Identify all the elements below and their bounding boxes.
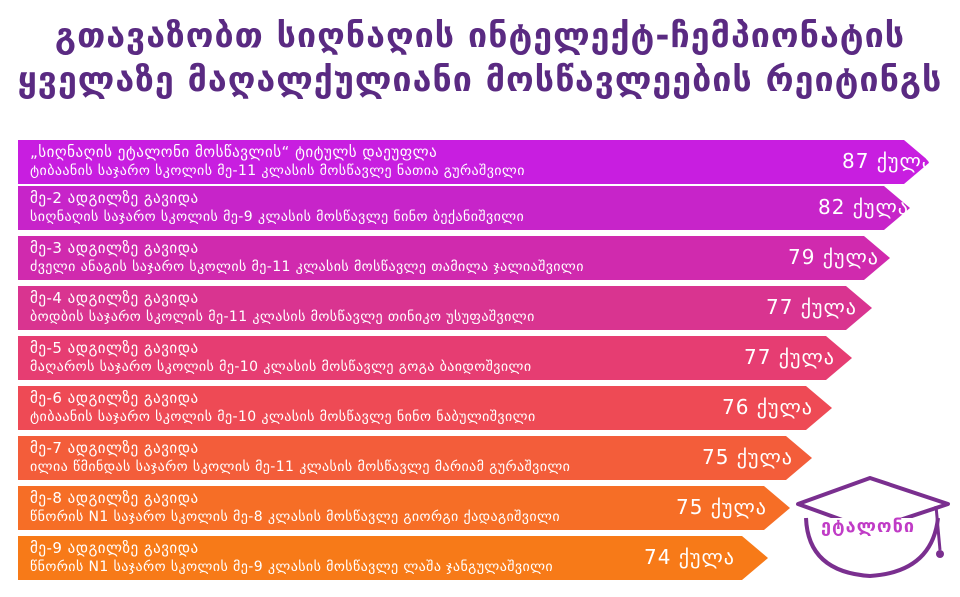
page-title: გთავაზობთ სიღნაღის ინტელექტ-ჩემპიონატის … <box>0 14 960 102</box>
ranking-band <box>18 140 904 184</box>
ranking-student: ბოდბის საჯარო სკოლის მე-11 კლასის მოსწავ… <box>30 309 535 325</box>
ranking-points: 76 ქულა <box>722 395 813 419</box>
ranking-student: სიღნაღის საჯარო სკოლის მე-9 კლასის მოსწა… <box>30 209 525 225</box>
ranking-student: წნორის N1 საჯარო სკოლის მე-9 კლასის მოსწ… <box>30 559 554 575</box>
ranking-place: მე-4 ადგილზე გავიდა <box>30 289 199 307</box>
arrow-tip <box>904 140 930 184</box>
ranking-place: მე-3 ადგილზე გავიდა <box>30 239 199 257</box>
ranking-points: 74 ქულა <box>644 545 735 569</box>
ranking-points: 77 ქულა <box>766 295 857 319</box>
logo-text: ეტალონი <box>821 516 915 537</box>
ranking-points: 75 ქულა <box>676 495 767 519</box>
ranking-place: „სიღნაღის ეტალონი მოსწავლის“ ტიტულს დაეუ… <box>30 143 438 161</box>
ranking-band <box>18 386 806 430</box>
ranking-student: წნორის N1 საჯარო სკოლის მე-8 კლასის მოსწ… <box>30 509 560 525</box>
ranking-points: 87 ქულა <box>842 149 933 173</box>
ranking-band <box>18 186 884 230</box>
ranking-student: მაღაროს საჯარო სკოლის მე-10 კლასის მოსწა… <box>30 359 532 375</box>
ranking-points: 82 ქულა <box>818 195 909 219</box>
ranking-band <box>18 236 864 280</box>
arrow-tip <box>884 186 910 230</box>
arrow-tip <box>742 536 768 580</box>
ranking-student: ილია წმინდას საჯარო სკოლის მე-11 კლასის … <box>30 459 571 475</box>
arrow-tip <box>826 336 852 380</box>
graduation-cap-icon <box>796 476 950 579</box>
ranking-points: 79 ქულა <box>788 245 879 269</box>
arrow-tip <box>806 386 832 430</box>
ranking-student: ძველი ანაგის საჯარო სკოლის მე-11 კლასის … <box>30 259 584 275</box>
ranking-points: 77 ქულა <box>744 345 835 369</box>
ranking-student: ტიბაანის საჯარო სკოლის მე-11 კლასის მოსწ… <box>30 163 525 179</box>
arrow-tip <box>786 436 812 480</box>
ranking-place: მე-5 ადგილზე გავიდა <box>30 339 199 357</box>
ranking-place: მე-2 ადგილზე გავიდა <box>30 189 199 207</box>
ranking-band <box>18 536 742 580</box>
arrow-tip <box>764 486 790 530</box>
ranking-band <box>18 436 786 480</box>
ranking-place: მე-6 ადგილზე გავიდა <box>30 389 199 407</box>
ranking-student: ტიბაანის საჯარო სკოლის მე-10 კლასის მოსწ… <box>30 409 536 425</box>
ranking-place: მე-9 ადგილზე გავიდა <box>30 539 199 557</box>
title-line-2: ყველაზე მაღალქულიანი მოსწავლეების რეიტინ… <box>17 60 943 100</box>
title-line-1: გთავაზობთ სიღნაღის ინტელექტ-ჩემპიონატის <box>54 16 906 56</box>
logo: ეტალონი <box>790 476 956 586</box>
arrow-tip <box>864 236 890 280</box>
ranking-band <box>18 286 846 330</box>
ranking-place: მე-8 ადგილზე გავიდა <box>30 489 199 507</box>
ranking-place: მე-7 ადგილზე გავიდა <box>30 439 199 457</box>
ranking-points: 75 ქულა <box>702 445 793 469</box>
arrow-tip <box>846 286 872 330</box>
ranking-band <box>18 486 764 530</box>
ranking-band <box>18 336 826 380</box>
